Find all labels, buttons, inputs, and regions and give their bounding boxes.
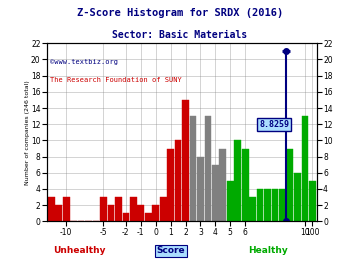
Bar	[108, 205, 114, 221]
Y-axis label: Number of companies (246 total): Number of companies (246 total)	[24, 80, 30, 185]
Bar	[287, 148, 293, 221]
Bar	[212, 165, 219, 221]
Bar	[145, 213, 152, 221]
Bar	[130, 197, 137, 221]
Bar	[227, 181, 234, 221]
Text: Score: Score	[157, 247, 185, 255]
Bar	[190, 116, 196, 221]
Bar	[138, 205, 144, 221]
Text: Healthy: Healthy	[248, 247, 288, 255]
Bar	[175, 140, 181, 221]
Bar	[152, 205, 159, 221]
Text: ©www.textbiz.org: ©www.textbiz.org	[50, 59, 117, 65]
Bar	[160, 197, 167, 221]
Bar	[279, 189, 286, 221]
Bar	[309, 181, 316, 221]
Bar	[272, 189, 278, 221]
Text: Unhealthy: Unhealthy	[53, 247, 105, 255]
Text: 8.8259: 8.8259	[259, 120, 289, 129]
Text: Z-Score Histogram for SRDX (2016): Z-Score Histogram for SRDX (2016)	[77, 8, 283, 18]
Bar	[197, 157, 204, 221]
Bar	[220, 148, 226, 221]
Bar	[167, 148, 174, 221]
Bar	[257, 189, 264, 221]
Bar	[100, 197, 107, 221]
Bar	[294, 173, 301, 221]
Bar	[249, 197, 256, 221]
Bar	[234, 140, 241, 221]
Bar	[302, 116, 308, 221]
Text: The Research Foundation of SUNY: The Research Foundation of SUNY	[50, 77, 181, 83]
Bar	[264, 189, 271, 221]
Bar	[182, 100, 189, 221]
Bar	[115, 197, 122, 221]
Text: Sector: Basic Materials: Sector: Basic Materials	[112, 30, 248, 40]
Bar	[242, 148, 248, 221]
Bar	[122, 213, 129, 221]
Bar	[48, 197, 55, 221]
Bar	[63, 197, 69, 221]
Bar	[204, 116, 211, 221]
Bar	[55, 205, 62, 221]
